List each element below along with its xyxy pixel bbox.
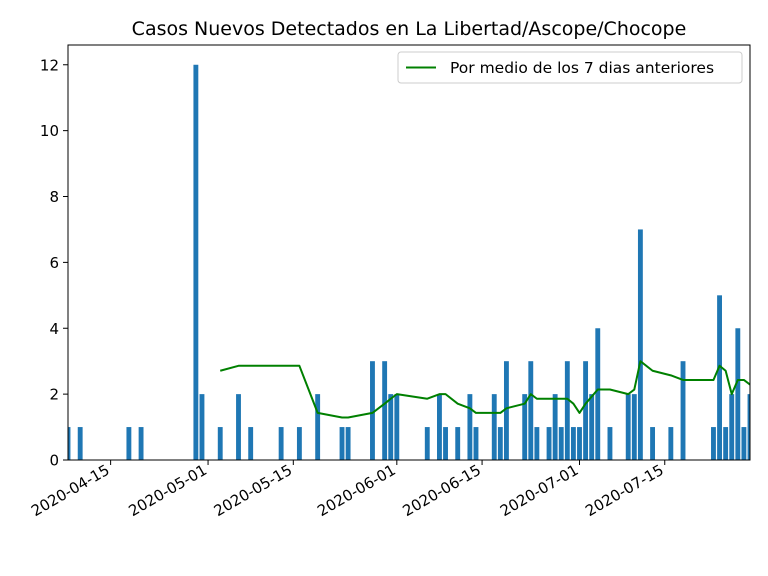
bar xyxy=(552,394,558,460)
bar xyxy=(735,328,741,460)
bar xyxy=(607,427,613,460)
bar xyxy=(248,427,254,460)
bar xyxy=(126,427,132,460)
bar xyxy=(564,361,570,460)
bar xyxy=(473,427,479,460)
bar xyxy=(199,394,205,460)
bar xyxy=(546,427,552,460)
bar xyxy=(467,394,473,460)
bar xyxy=(278,427,284,460)
bar xyxy=(370,361,375,460)
bar xyxy=(193,64,199,460)
bar xyxy=(625,394,631,460)
bar xyxy=(68,427,71,460)
bar xyxy=(339,427,345,460)
bar xyxy=(631,394,637,460)
bar xyxy=(650,427,656,460)
y-tick-label: 12 xyxy=(40,56,59,74)
bar xyxy=(236,394,241,460)
legend: Por medio de los 7 dias anteriores xyxy=(397,51,743,84)
series-line xyxy=(219,360,750,419)
bar xyxy=(138,427,144,460)
bar xyxy=(747,394,750,460)
chart-title: Casos Nuevos Detectados en La Libertad/A… xyxy=(132,18,687,40)
bar xyxy=(437,394,442,460)
bar xyxy=(217,427,223,460)
bar xyxy=(77,427,83,460)
bar xyxy=(589,394,595,460)
bar xyxy=(424,427,430,460)
bar xyxy=(522,394,528,460)
bar xyxy=(443,427,448,460)
bar xyxy=(503,361,509,460)
bar xyxy=(388,394,394,460)
bar xyxy=(528,361,534,460)
y-tick-label: 6 xyxy=(49,254,59,272)
bar xyxy=(680,361,686,460)
bar xyxy=(595,328,601,460)
y-tick-label: 10 xyxy=(40,122,59,140)
bar-series xyxy=(68,64,750,460)
bar xyxy=(583,361,589,460)
legend-box xyxy=(397,51,743,84)
bar xyxy=(711,427,716,460)
y-tick-label: 0 xyxy=(49,452,59,470)
bar xyxy=(497,427,503,460)
legend-label: Por medio de los 7 dias anteriores xyxy=(450,59,714,77)
y-tick-label: 2 xyxy=(49,386,59,404)
bar xyxy=(382,361,388,460)
line-series xyxy=(219,360,750,419)
bar xyxy=(717,295,722,460)
bar xyxy=(455,427,461,460)
bar xyxy=(637,229,643,460)
bar xyxy=(741,427,747,460)
bar xyxy=(577,427,582,460)
bar xyxy=(296,427,302,460)
y-tick-label: 8 xyxy=(49,188,59,206)
plot-frame xyxy=(67,44,751,461)
bar xyxy=(315,394,321,460)
bar xyxy=(668,427,674,460)
bar xyxy=(534,427,540,460)
bar xyxy=(723,427,729,460)
bar xyxy=(345,427,351,460)
bar xyxy=(729,394,735,460)
bar xyxy=(491,394,497,460)
bar xyxy=(570,427,576,460)
bar xyxy=(558,427,564,460)
y-tick-label: 4 xyxy=(49,320,59,338)
bar xyxy=(394,394,400,460)
